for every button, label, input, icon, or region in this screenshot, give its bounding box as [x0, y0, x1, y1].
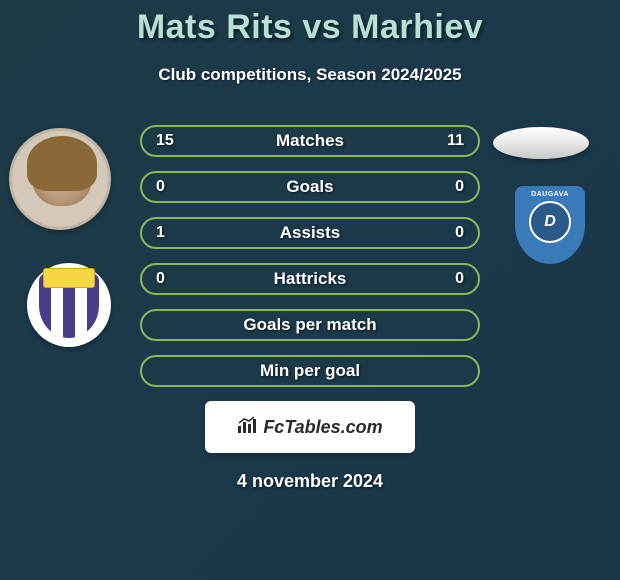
stats-area: DAUGAVA D 15 Matches 11 0 Goals 0 1 Assi…: [0, 125, 620, 492]
watermark-text: FcTables.com: [263, 417, 382, 438]
player-left-photo: [9, 128, 111, 230]
stat-right-value: 11: [436, 132, 464, 150]
club-right-letter: D: [529, 201, 571, 243]
stat-label: Matches: [276, 131, 344, 151]
stat-row-min-per-goal: Min per goal: [140, 355, 480, 387]
stat-left-value: 0: [156, 270, 184, 288]
player-right-placeholder: [493, 127, 589, 159]
stat-label: Assists: [280, 223, 340, 243]
subtitle: Club competitions, Season 2024/2025: [0, 65, 620, 85]
date: 4 november 2024: [0, 471, 620, 492]
stat-right-value: 0: [436, 270, 464, 288]
stat-row-goals-per-match: Goals per match: [140, 309, 480, 341]
stat-rows: 15 Matches 11 0 Goals 0 1 Assists 0 0 Ha…: [140, 125, 480, 387]
stat-label: Hattricks: [274, 269, 347, 289]
stat-left-value: 0: [156, 178, 184, 196]
stat-label: Min per goal: [260, 361, 360, 381]
stat-row-assists: 1 Assists 0: [140, 217, 480, 249]
stat-row-hattricks: 0 Hattricks 0: [140, 263, 480, 295]
club-right-badge: DAUGAVA D: [508, 183, 592, 267]
page-title: Mats Rits vs Marhiev: [0, 0, 620, 47]
stat-left-value: 15: [156, 132, 184, 150]
chart-icon: [237, 416, 259, 439]
player-hair-icon: [27, 136, 97, 191]
club-right-label: DAUGAVA: [531, 191, 569, 198]
stat-right-value: 0: [436, 178, 464, 196]
stat-label: Goals per match: [243, 315, 376, 335]
stat-label: Goals: [286, 177, 333, 197]
watermark: FcTables.com: [205, 401, 415, 453]
stat-row-matches: 15 Matches 11: [140, 125, 480, 157]
club-left-badge: [27, 263, 111, 347]
stat-right-value: 0: [436, 224, 464, 242]
daugava-crest-icon: DAUGAVA D: [515, 186, 585, 264]
stat-left-value: 1: [156, 224, 184, 242]
anderlecht-crest-icon: [39, 273, 99, 338]
stat-row-goals: 0 Goals 0: [140, 171, 480, 203]
